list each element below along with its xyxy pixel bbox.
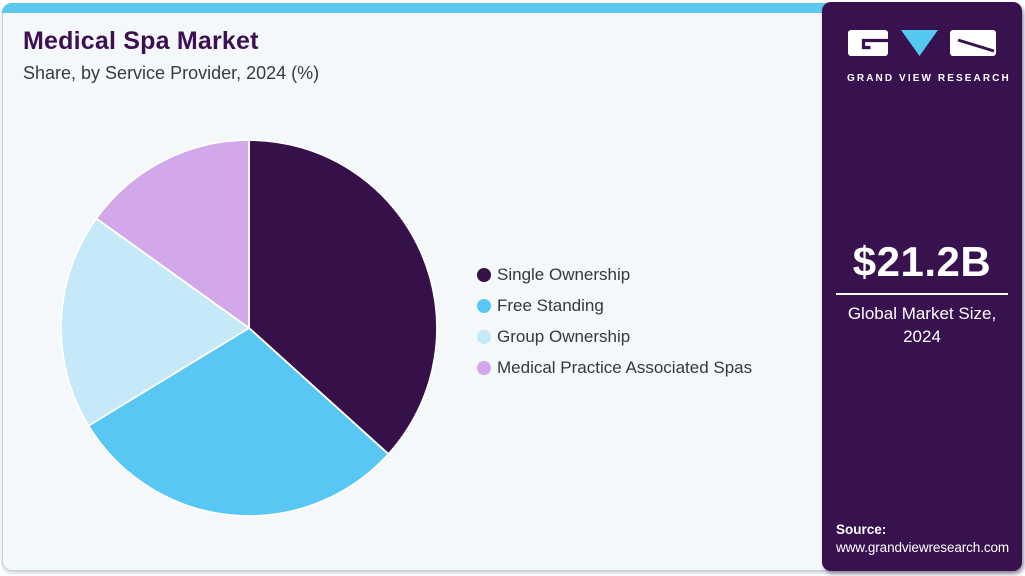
header: Medical Spa Market Share, by Service Pro… (23, 27, 320, 84)
source-label: Source: (836, 522, 887, 537)
chart-legend: Single Ownership Free Standing Group Own… (477, 265, 752, 378)
legend-item: Free Standing (477, 296, 752, 316)
legend-label: Free Standing (497, 296, 604, 315)
legend-swatch (477, 361, 491, 375)
pie-slice (60, 217, 250, 427)
market-size-value: $21.2B (852, 238, 992, 285)
accent-top-bar (2, 3, 827, 13)
market-size-label: Global Market Size, 2024 (847, 304, 997, 346)
gvr-logo-icon (848, 30, 996, 56)
page-title: Medical Spa Market (23, 27, 259, 55)
source-url: www.grandviewresearch.com (836, 540, 1010, 555)
legend-label: Medical Practice Associated Spas (497, 358, 753, 377)
divider (836, 293, 1008, 295)
legend-item: Medical Practice Associated Spas (477, 358, 752, 378)
page-subtitle: Share, by Service Provider, 2024 (%) (23, 62, 320, 83)
market-size-block: $21.2B Global Market Size, 2024 (822, 238, 1022, 349)
legend-item: Group Ownership (477, 327, 752, 347)
brand-sidebar: GRAND VIEW RESEARCH $21.2B Global Market… (822, 2, 1022, 571)
brand-logo: GRAND VIEW RESEARCH (847, 28, 1011, 84)
legend-swatch (477, 268, 491, 282)
legend-label: Single Ownership (497, 265, 631, 284)
legend-swatch (477, 299, 491, 313)
legend-swatch (477, 330, 491, 344)
pie-slice (87, 327, 390, 517)
legend-label: Group Ownership (497, 327, 631, 346)
pie-chart-container (59, 138, 439, 523)
pie-chart (60, 139, 438, 517)
source-block: Source: www.grandviewresearch.com (836, 522, 1014, 555)
pie-slice (95, 139, 250, 329)
legend-item: Single Ownership (477, 265, 752, 285)
pie-slice (248, 139, 438, 455)
brand-name: GRAND VIEW RESEARCH (847, 73, 1011, 84)
